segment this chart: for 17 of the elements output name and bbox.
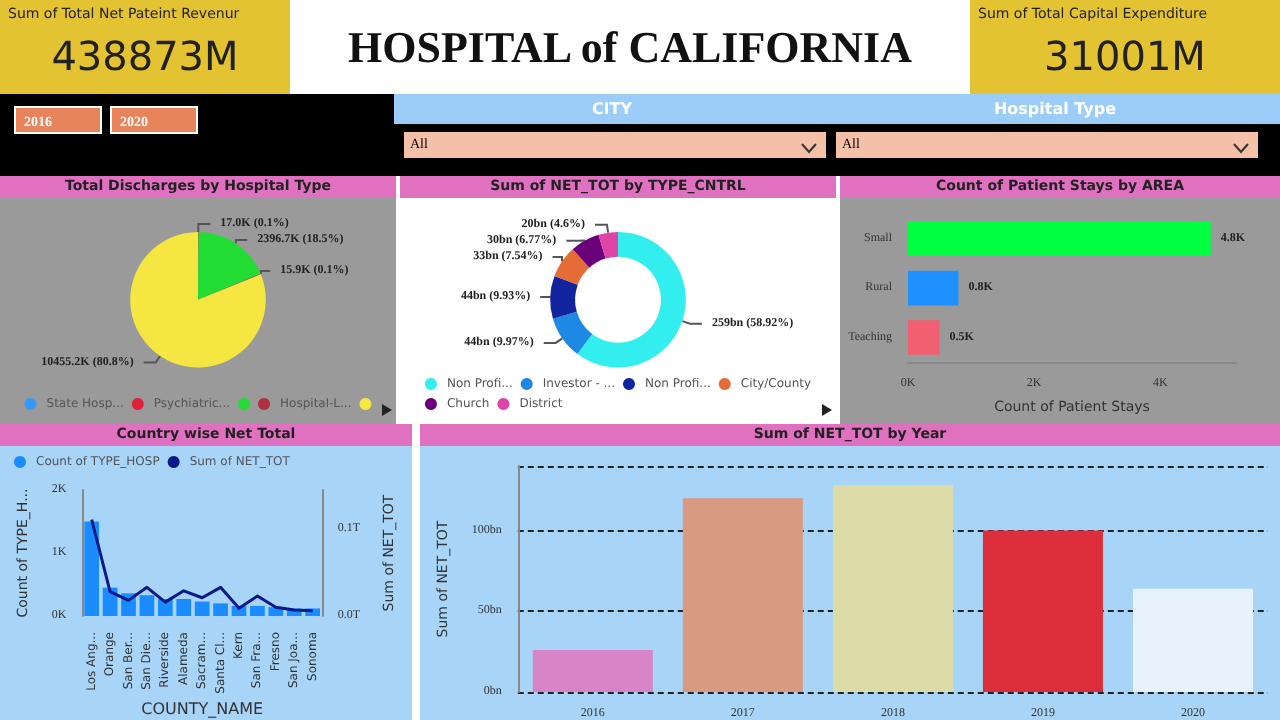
text: Hospital Type (830, 94, 1280, 124)
bar (908, 270, 959, 306)
bar (908, 320, 940, 355)
bar (1132, 588, 1253, 692)
bar (832, 485, 953, 692)
text: HOSPITAL of CALIFORNIA (290, 0, 970, 94)
bar (532, 650, 653, 692)
bar (908, 221, 1211, 256)
bar (982, 530, 1103, 692)
line-series (90, 518, 315, 613)
x-axis-title: COUNTY_NAME (141, 700, 264, 719)
text: 438873M (49, 32, 241, 80)
text: CITY (394, 94, 830, 124)
bar (84, 521, 100, 616)
bar (139, 595, 155, 616)
text: 31001M (1042, 32, 1208, 80)
bar (682, 498, 803, 692)
